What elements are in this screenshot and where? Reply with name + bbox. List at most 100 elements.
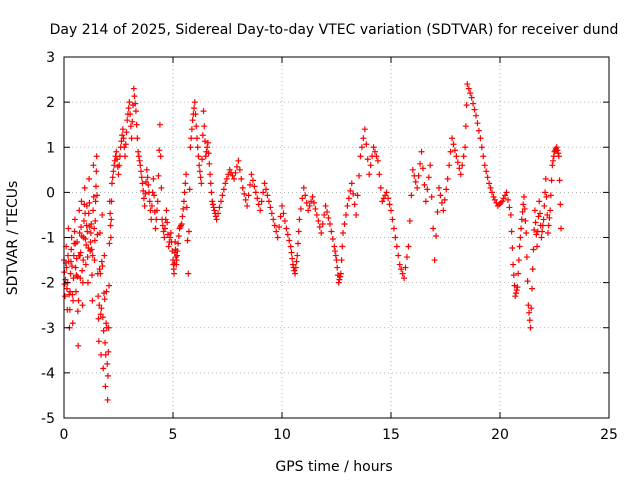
data-point	[97, 270, 104, 277]
data-point	[185, 228, 192, 235]
data-point	[254, 195, 261, 202]
data-point	[134, 135, 141, 142]
data-point	[526, 317, 533, 324]
data-point	[80, 217, 87, 224]
data-point	[534, 243, 541, 250]
data-point	[87, 239, 94, 246]
data-point	[129, 118, 136, 125]
data-point	[464, 81, 471, 88]
data-point	[88, 220, 95, 227]
data-point	[93, 153, 100, 160]
data-point	[91, 225, 98, 232]
data-point	[529, 266, 536, 273]
data-layer	[61, 81, 565, 403]
data-point	[328, 228, 335, 235]
data-point	[324, 208, 331, 215]
data-point	[516, 243, 523, 250]
data-point	[116, 153, 123, 160]
data-point	[88, 272, 95, 279]
data-point	[244, 202, 251, 209]
data-point	[106, 240, 113, 247]
data-point	[489, 189, 496, 196]
data-point	[292, 264, 299, 271]
data-point	[183, 171, 190, 178]
data-point	[83, 202, 90, 209]
data-point	[518, 225, 525, 232]
chart-title: Day 214 of 2025, Sidereal Day-to-day VTE…	[50, 22, 619, 38]
data-point	[107, 210, 114, 217]
data-point	[525, 302, 532, 309]
data-point	[558, 225, 565, 232]
data-point	[284, 231, 291, 238]
data-point	[386, 201, 393, 208]
data-point	[137, 162, 144, 169]
data-point	[155, 172, 162, 179]
data-point	[66, 306, 73, 313]
data-point	[548, 177, 555, 184]
data-point	[135, 148, 142, 155]
data-point	[222, 180, 229, 187]
data-point	[151, 192, 158, 199]
data-point	[70, 297, 77, 304]
data-point	[332, 248, 339, 255]
data-point	[514, 284, 521, 291]
data-point	[196, 162, 203, 169]
data-point	[357, 153, 364, 160]
data-point	[122, 141, 129, 148]
data-point	[126, 99, 133, 106]
data-point	[242, 196, 249, 203]
data-point	[102, 383, 109, 390]
data-point	[289, 255, 296, 262]
data-point	[424, 186, 431, 193]
data-point	[512, 293, 519, 300]
data-point	[153, 216, 160, 223]
data-point	[144, 174, 151, 181]
data-point	[75, 297, 82, 304]
data-point	[73, 255, 80, 262]
data-point	[179, 213, 186, 220]
data-point	[474, 120, 481, 127]
data-point	[87, 229, 94, 236]
data-point	[267, 204, 274, 211]
data-point	[167, 234, 174, 241]
data-point	[555, 153, 562, 160]
data-point	[393, 243, 400, 250]
data-point	[90, 207, 97, 214]
data-point	[70, 252, 77, 259]
data-point	[156, 121, 163, 128]
data-point	[351, 201, 358, 208]
data-point	[85, 210, 92, 217]
data-point	[200, 108, 207, 115]
data-point	[316, 223, 323, 230]
data-point	[186, 186, 193, 193]
data-point	[138, 168, 145, 175]
data-point	[191, 105, 198, 112]
data-point	[506, 204, 513, 211]
data-point	[157, 153, 164, 160]
data-point	[67, 258, 74, 265]
data-point	[102, 339, 109, 346]
data-point	[296, 216, 303, 223]
data-point	[199, 156, 206, 163]
data-point	[62, 276, 69, 283]
data-point	[81, 184, 88, 191]
data-point	[364, 156, 371, 163]
data-point	[491, 196, 498, 203]
data-point	[287, 243, 294, 250]
data-point	[84, 228, 91, 235]
data-point	[90, 162, 97, 169]
data-point	[98, 305, 105, 312]
data-point	[515, 257, 522, 264]
data-point	[72, 264, 79, 271]
data-point	[288, 249, 295, 256]
data-point	[68, 246, 75, 253]
data-point	[520, 193, 527, 200]
data-point	[409, 166, 416, 173]
data-point	[450, 141, 457, 148]
data-point	[415, 172, 422, 179]
data-point	[353, 211, 360, 218]
data-point	[142, 190, 149, 197]
data-point	[210, 204, 217, 211]
data-point	[277, 213, 284, 220]
